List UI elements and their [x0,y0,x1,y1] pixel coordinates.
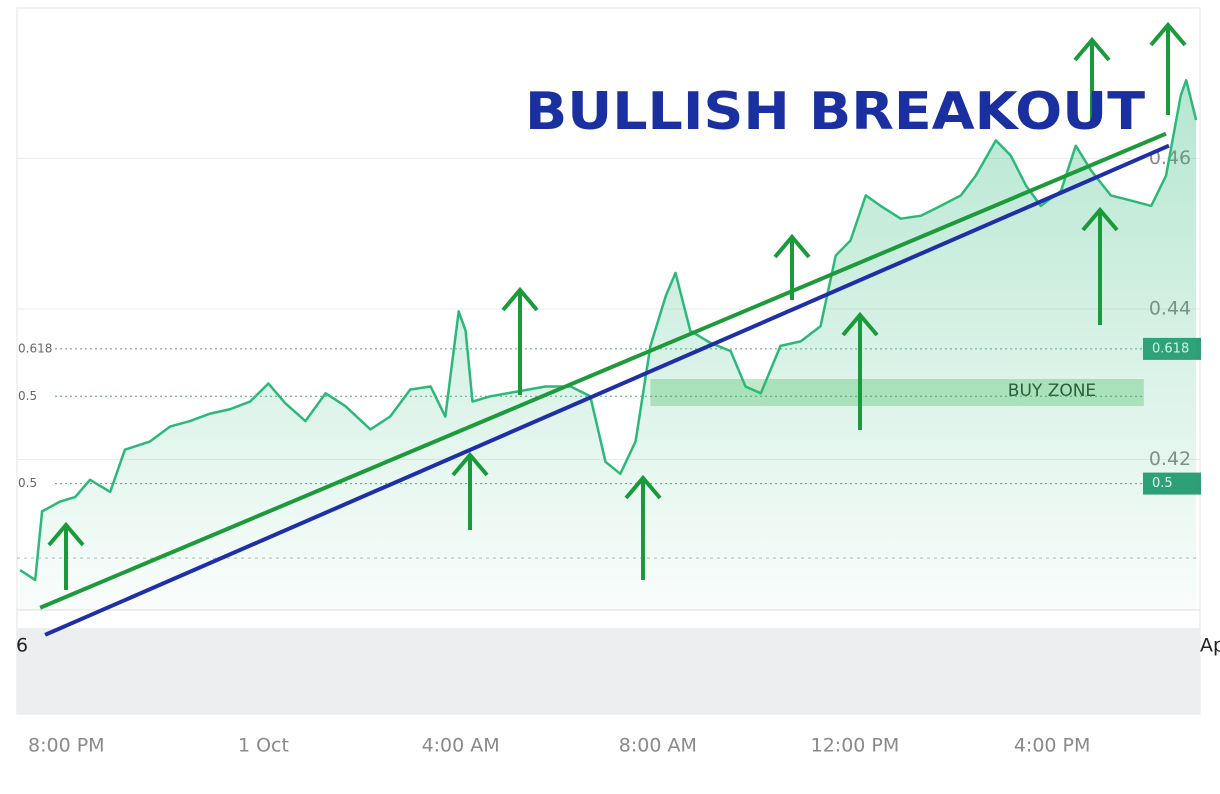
arrow [451,451,489,530]
chart-title: BULLISH BREAKOUT [525,82,1146,142]
arrow [501,286,539,395]
arrow [1073,36,1111,125]
level-label: 0.5 [18,389,37,403]
arrow [773,233,811,300]
arrow [47,521,85,590]
trendline [39,131,1167,610]
line-area [19,80,1197,610]
x-tick-label: 4:00 AM [422,735,500,757]
line [19,78,1198,582]
x-tick-label: 8:00 AM [619,735,697,757]
level-label: 0.618 [18,341,52,355]
arrow [624,474,662,580]
x-tick-label: 12:00 PM [811,735,900,757]
edge-label: 6 [16,635,28,657]
level-label: 0.5 [18,476,37,490]
edge-label: Ap [1200,635,1220,657]
x-tick-label: 8:00 PM [28,735,105,757]
arrow [1081,206,1119,325]
arrow [841,311,879,430]
x-tick-label: 1 Oct [238,735,289,757]
x-tick-label: 4:00 PM [1014,735,1091,757]
volume-area [17,628,1200,714]
trendline [44,143,1170,637]
arrow [1149,21,1187,115]
